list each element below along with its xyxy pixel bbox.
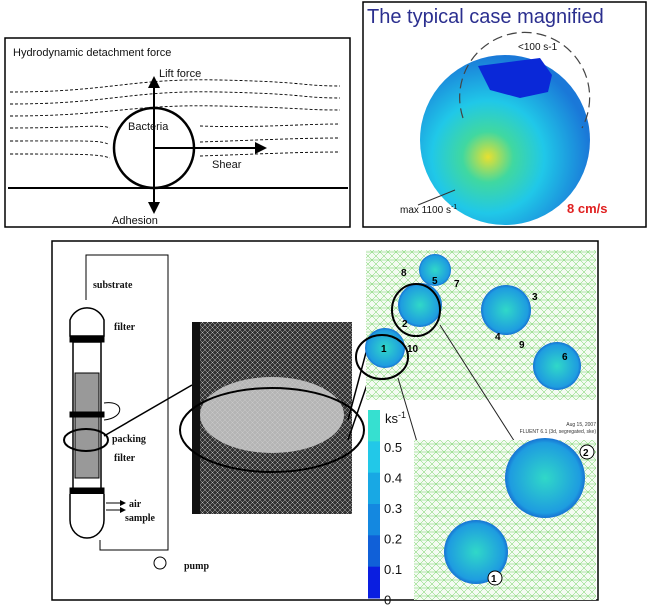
legend-tick-label: 0.1 bbox=[384, 562, 402, 577]
sphere-label: 3 bbox=[532, 292, 538, 303]
reactor-simulation-panel: substrate filter packing filter air samp… bbox=[51, 240, 599, 606]
sphere-label: 1 bbox=[381, 344, 387, 355]
legend-color-band bbox=[368, 410, 380, 442]
legend-color-band bbox=[368, 504, 380, 536]
hydrodynamic-force-panel: Hydrodynamic detachment force Lift force… bbox=[4, 37, 351, 228]
sphere-label: 4 bbox=[495, 332, 501, 343]
legend-tick-label: 0.2 bbox=[384, 532, 402, 547]
max-label: max 1100 s-1 bbox=[400, 204, 457, 216]
filter-bottom-label: filter bbox=[114, 453, 136, 464]
zoom-sphere-label: 2 bbox=[583, 448, 589, 459]
bacteria-label: Bacteria bbox=[128, 121, 169, 133]
sample-label: sample bbox=[125, 513, 156, 524]
simulation-top-view bbox=[355, 250, 596, 571]
sphere-label: 9 bbox=[519, 340, 525, 351]
shear-label: Shear bbox=[212, 159, 242, 171]
shear-sphere bbox=[420, 55, 590, 225]
fluent-date: Aug 15, 2007 bbox=[566, 422, 596, 428]
air-label: air bbox=[129, 499, 142, 510]
low-shear-label: <100 s-1 bbox=[518, 42, 558, 53]
shear-color-legend: ks-1 0.5 0.4 0.3 0.2 0.1 0 bbox=[368, 410, 406, 606]
pump-label: pump bbox=[184, 561, 209, 572]
legend-tick-label: 0.4 bbox=[384, 471, 402, 486]
sphere-number-labels: 8 5 7 3 2 4 9 1 10 6 bbox=[381, 268, 568, 363]
sphere-label: 5 bbox=[432, 276, 438, 287]
sphere-label: 8 bbox=[401, 268, 407, 279]
legend-tick-label: 0 bbox=[384, 593, 391, 606]
packing-label: packing bbox=[112, 434, 146, 445]
sphere-label: 7 bbox=[454, 279, 460, 290]
legend-unit: ks-1 bbox=[385, 410, 406, 426]
legend-color-band bbox=[368, 472, 380, 505]
panel-title: The typical case magnified bbox=[367, 6, 604, 28]
substrate-label: substrate bbox=[93, 280, 133, 291]
low-shear-boundary bbox=[459, 31, 591, 129]
sphere-label: 6 bbox=[562, 352, 568, 363]
reactor-diagram bbox=[63, 254, 193, 570]
velocity-label: 8 cm/s bbox=[567, 201, 607, 216]
legend-tick-label: 0.3 bbox=[384, 501, 402, 516]
sphere-label: 2 bbox=[402, 319, 408, 330]
max-pointer bbox=[417, 189, 456, 206]
flow-streamlines bbox=[9, 79, 341, 159]
fluent-info: FLUENT 6.1 (3d, segregated, ske) bbox=[520, 429, 597, 435]
lift-label: Lift force bbox=[159, 68, 201, 80]
legend-color-band bbox=[368, 441, 380, 474]
panel-title: Hydrodynamic detachment force bbox=[13, 47, 171, 59]
packed-bed-mesh bbox=[179, 322, 373, 514]
legend-color-band bbox=[368, 535, 380, 568]
legend-color-band bbox=[368, 566, 380, 599]
magnified-case-panel: The typical case magnified <100 s-1 max … bbox=[362, 1, 647, 228]
simulation-zoom-view: 2 1 Aug 15, 2007 FLUENT 6.1 (3d, segrega… bbox=[414, 422, 596, 600]
low-shear-region bbox=[478, 58, 552, 98]
zoom-sphere-label: 1 bbox=[491, 574, 497, 585]
filter-top-label: filter bbox=[114, 322, 136, 333]
legend-tick-label: 0.5 bbox=[384, 440, 402, 455]
adhesion-label: Adhesion bbox=[112, 215, 158, 227]
sphere-label: 10 bbox=[407, 344, 419, 355]
